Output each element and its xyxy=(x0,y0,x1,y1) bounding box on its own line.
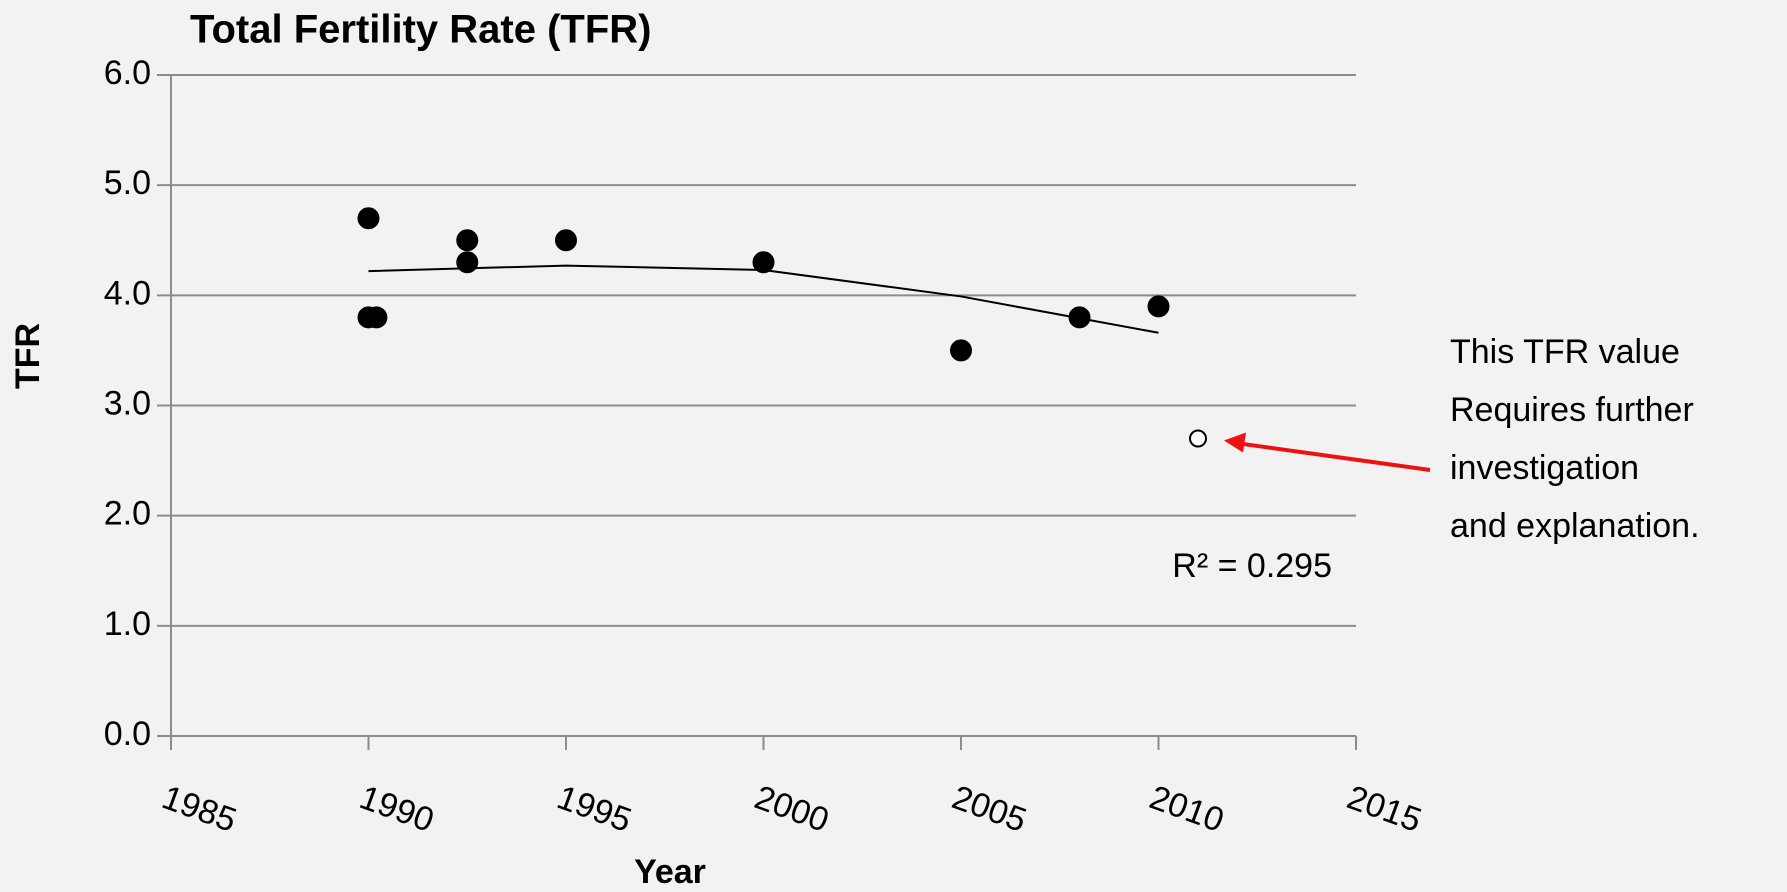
y-tick-label: 3.0 xyxy=(104,384,151,422)
note-line: and explanation. xyxy=(1450,507,1700,545)
x-tick-label: 1985 xyxy=(157,778,241,840)
data-point xyxy=(456,251,479,274)
note-line: Requires further xyxy=(1450,391,1694,429)
y-tick-label: 6.0 xyxy=(104,54,151,92)
chart-title: Total Fertility Rate (TFR) xyxy=(190,8,651,52)
x-tick-label: 2005 xyxy=(947,778,1031,840)
data-point xyxy=(357,207,380,230)
data-point xyxy=(456,229,479,252)
note-line: investigation xyxy=(1450,449,1639,487)
y-tick-label: 5.0 xyxy=(104,164,151,202)
data-point xyxy=(950,339,972,362)
data-point xyxy=(555,229,577,252)
trendline xyxy=(368,264,1159,334)
arrow-shaft xyxy=(1239,441,1431,472)
y-axis-title: TFR xyxy=(9,323,47,389)
x-tick-label: 2010 xyxy=(1145,778,1229,840)
x-tick-label: 2015 xyxy=(1342,778,1426,840)
arrow-head xyxy=(1224,432,1246,453)
data-point xyxy=(1189,429,1207,448)
x-tick-label: 2000 xyxy=(750,778,834,840)
y-tick-label: 1.0 xyxy=(104,605,151,643)
y-tick-label: 4.0 xyxy=(104,274,151,312)
r-squared: R² = 0.295 xyxy=(1172,547,1332,585)
note-line: This TFR value xyxy=(1450,333,1680,371)
y-tick-label: 0.0 xyxy=(104,715,151,753)
data-point xyxy=(1068,306,1091,329)
data-point xyxy=(752,251,775,274)
x-tick-label: 1995 xyxy=(552,778,636,840)
y-tick-label: 2.0 xyxy=(104,495,151,533)
data-point xyxy=(365,306,388,329)
x-tick-label: 1990 xyxy=(355,778,439,840)
data-point xyxy=(1147,295,1170,318)
x-axis-title: Year xyxy=(634,853,706,891)
